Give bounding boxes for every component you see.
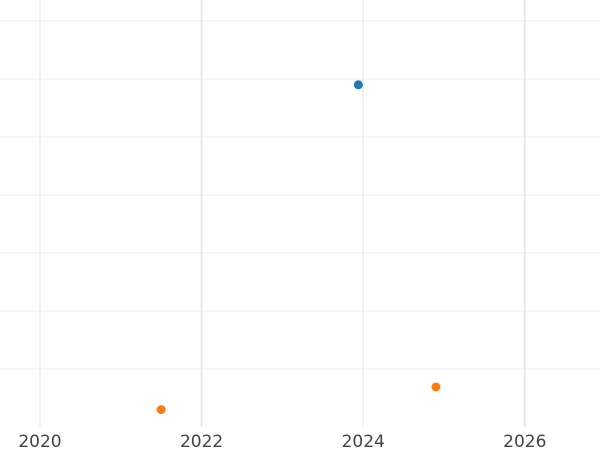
x-axis-ticks: 2020 2022 2024 2026 (18, 432, 546, 450)
data-points (156, 80, 441, 415)
data-point (431, 382, 441, 392)
x-tick-label: 2024 (342, 432, 385, 450)
data-point (156, 405, 166, 415)
data-point (353, 80, 363, 90)
x-tick-label: 2026 (503, 432, 546, 450)
grid (0, 0, 600, 427)
x-tick-label: 2020 (18, 432, 61, 450)
x-tick-label: 2022 (180, 432, 223, 450)
